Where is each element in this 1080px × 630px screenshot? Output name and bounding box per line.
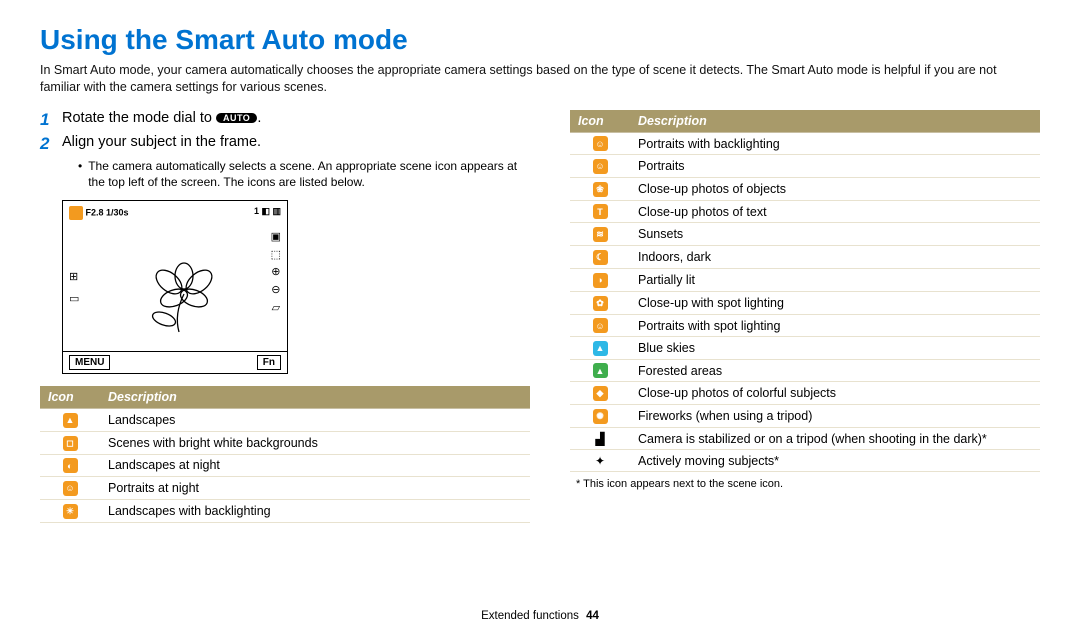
scene-description: Landscapes at night (100, 454, 530, 477)
auto-mode-pill: AUTO (216, 113, 257, 123)
table-row: ◆ Close-up photos of colorful subjects (570, 382, 1040, 405)
left-side-icons: ⊞▭ (69, 266, 79, 310)
table-row: ✦ Actively moving subjects* (570, 450, 1040, 472)
table-row: ☾ Indoors, dark (570, 246, 1040, 269)
scene-description: Forested areas (630, 359, 1040, 382)
step-1-number: 1 (40, 110, 62, 130)
table-row: ✺ Fireworks (when using a tripod) (570, 405, 1040, 428)
scene-icon: ◆ (593, 386, 608, 401)
footer-page: 44 (586, 610, 599, 622)
step-1-text: Rotate the mode dial to (62, 110, 212, 126)
exposure-text: F2.8 1/30s (86, 208, 129, 218)
fn-button: Fn (257, 355, 281, 370)
scene-description: Sunsets (630, 223, 1040, 246)
table-row: ❀ Close-up photos of objects (570, 177, 1040, 200)
scene-description: Close-up photos of objects (630, 177, 1040, 200)
th-desc: Description (630, 110, 1040, 133)
scene-icon: ▟ (593, 431, 608, 446)
scene-icon: T (593, 204, 608, 219)
scene-icon: ≋ (593, 227, 608, 242)
scene-description: Fireworks (when using a tripod) (630, 405, 1040, 428)
th-desc: Description (100, 386, 530, 409)
scene-description: Landscapes (100, 409, 530, 432)
footnote: * This icon appears next to the scene ic… (570, 478, 1040, 490)
menu-button: MENU (69, 355, 110, 370)
scene-description: Partially lit (630, 269, 1040, 292)
footer-section: Extended functions (481, 610, 579, 622)
table-row: ✿ Close-up with spot lighting (570, 291, 1040, 314)
table-row: ▲ Blue skies (570, 337, 1040, 360)
scene-description: Blue skies (630, 337, 1040, 360)
scene-icon: ☾ (593, 250, 608, 265)
step-2-text: Align your subject in the frame. (62, 134, 261, 154)
table-row: ◐ Landscapes at night (40, 454, 530, 477)
scene-description: Portraits with spot lighting (630, 314, 1040, 337)
table-row: ☺ Portraits with backlighting (570, 132, 1040, 155)
table-row: ▲ Landscapes (40, 409, 530, 432)
table-row: ☺ Portraits at night (40, 477, 530, 500)
th-icon: Icon (40, 386, 100, 409)
step-2: 2 Align your subject in the frame. (40, 134, 530, 154)
table-row: ◑ Partially lit (570, 269, 1040, 292)
scene-icon: ▲ (593, 341, 608, 356)
table-row: ≋ Sunsets (570, 223, 1040, 246)
scene-icon: ☺ (63, 481, 78, 496)
step-2-bullet: The camera automatically selects a scene… (78, 158, 530, 190)
table-row: ◻ Scenes with bright white backgrounds (40, 431, 530, 454)
scene-icon: ◐ (63, 458, 78, 473)
th-icon: Icon (570, 110, 630, 133)
table-row: ☀ Landscapes with backlighting (40, 499, 530, 522)
intro-text: In Smart Auto mode, your camera automati… (40, 62, 1040, 96)
scene-description: Landscapes with backlighting (100, 499, 530, 522)
scene-icon: ▲ (593, 363, 608, 378)
scene-icon: ✦ (593, 453, 608, 468)
scene-icon: ◑ (593, 273, 608, 288)
page-title: Using the Smart Auto mode (40, 24, 1040, 56)
icon-table-right: Icon Description ☺ Portraits with backlig… (570, 110, 1040, 473)
scene-description: Portraits (630, 155, 1040, 178)
table-row: ☺ Portraits with spot lighting (570, 314, 1040, 337)
table-row: ☺ Portraits (570, 155, 1040, 178)
scene-description: Portraits with backlighting (630, 132, 1040, 155)
scene-icon: ☺ (593, 318, 608, 333)
top-right-indicators: 1 ◧ ▥ (254, 206, 281, 220)
scene-icon: ❀ (593, 182, 608, 197)
table-row: ▲ Forested areas (570, 359, 1040, 382)
icon-table-left: Icon Description ▲ Landscapes ◻ Scenes with… (40, 386, 530, 523)
scene-description: Close-up with spot lighting (630, 291, 1040, 314)
scene-icon: ☺ (593, 136, 608, 151)
scene-icon: ✺ (593, 409, 608, 424)
scene-description: Portraits at night (100, 477, 530, 500)
scene-icon: ☀ (63, 504, 78, 519)
scene-icon (69, 206, 83, 220)
camera-screen: F2.8 1/30s 1 ◧ ▥ ▣⬚⊕⊖▱ (62, 200, 288, 374)
scene-icon: ☺ (593, 159, 608, 174)
step-1: 1 Rotate the mode dial to AUTO. (40, 110, 530, 130)
scene-description: Actively moving subjects* (630, 450, 1040, 472)
scene-description: Close-up photos of text (630, 200, 1040, 223)
content-columns: 1 Rotate the mode dial to AUTO. 2 Align … (40, 110, 1040, 523)
scene-icon: ▲ (63, 413, 78, 428)
scene-description: Close-up photos of colorful subjects (630, 382, 1040, 405)
page-footer: Extended functions 44 (0, 610, 1080, 622)
scene-icon: ✿ (593, 296, 608, 311)
scene-description: Scenes with bright white backgrounds (100, 431, 530, 454)
right-side-icons: ▣⬚⊕⊖▱ (271, 229, 281, 317)
scene-icon: ◻ (63, 436, 78, 451)
table-row: T Close-up photos of text (570, 200, 1040, 223)
table-row: ▟ Camera is stabilized or on a tripod (wh… (570, 428, 1040, 450)
scene-description: Camera is stabilized or on a tripod (whe… (630, 428, 1040, 450)
scene-description: Indoors, dark (630, 246, 1040, 269)
step-2-number: 2 (40, 134, 62, 154)
flower-graphic (124, 224, 244, 334)
